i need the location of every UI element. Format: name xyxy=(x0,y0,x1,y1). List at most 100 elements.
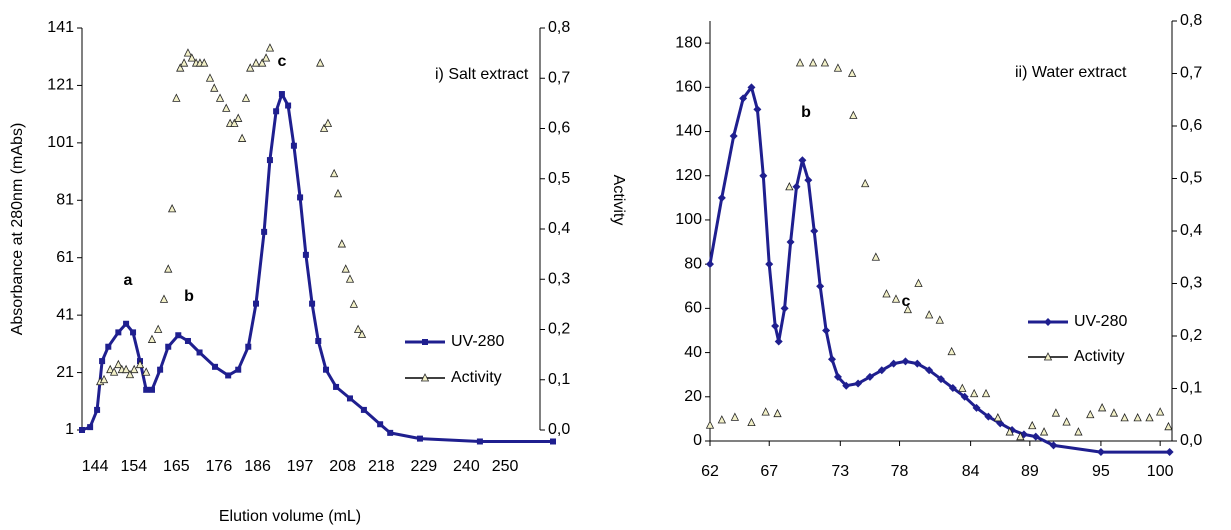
data-point xyxy=(99,358,106,365)
data-point xyxy=(1086,409,1095,419)
data-point xyxy=(948,383,957,392)
y-tick-label: 101 xyxy=(47,134,74,151)
data-point xyxy=(810,227,819,235)
data-point xyxy=(253,300,260,307)
data-point xyxy=(230,118,239,127)
data-point xyxy=(842,381,851,390)
data-point xyxy=(865,372,874,381)
y2-tick-label: 0,5 xyxy=(1180,170,1202,187)
data-point xyxy=(1049,441,1058,450)
data-point xyxy=(114,359,123,369)
data-point xyxy=(798,156,807,165)
data-point xyxy=(753,105,762,114)
y-tick-label: 120 xyxy=(675,167,702,184)
y-tick-label: 121 xyxy=(47,77,74,94)
data-point xyxy=(179,58,189,67)
data-point xyxy=(774,337,783,346)
data-point xyxy=(935,315,944,324)
data-point xyxy=(550,438,556,445)
data-point xyxy=(315,337,322,344)
legend-swatch xyxy=(420,373,430,382)
data-point xyxy=(816,282,825,291)
y-tick-label: 21 xyxy=(56,364,74,381)
data-point xyxy=(130,364,139,374)
annotation: a xyxy=(124,272,133,289)
y-tick-label: 0 xyxy=(693,432,702,449)
y2-tick-label: 0,2 xyxy=(548,321,570,338)
data-point xyxy=(121,364,131,374)
data-point xyxy=(205,73,215,82)
data-point xyxy=(795,58,805,67)
data-point xyxy=(786,238,795,247)
data-point xyxy=(176,63,185,72)
y-tick-label: 140 xyxy=(675,123,702,140)
data-point xyxy=(165,343,172,350)
annotation: b xyxy=(184,288,194,305)
data-point xyxy=(79,427,85,433)
y-tick-label: 40 xyxy=(684,344,702,361)
series-line xyxy=(708,85,1170,454)
data-point xyxy=(106,364,115,374)
x-tick-label: 197 xyxy=(287,458,314,475)
data-point xyxy=(297,194,304,201)
data-point xyxy=(1039,427,1049,436)
data-point xyxy=(958,383,967,392)
data-point xyxy=(947,346,956,356)
annotation: c xyxy=(278,53,287,70)
data-point xyxy=(316,58,325,67)
data-point xyxy=(773,408,782,418)
series-line xyxy=(81,92,553,443)
data-point xyxy=(972,403,981,412)
data-point xyxy=(901,357,910,366)
data-point xyxy=(730,412,740,421)
data-point xyxy=(1156,407,1165,416)
x-tick-label: 67 xyxy=(760,463,778,480)
data-point xyxy=(925,310,934,319)
y-tick-label: 61 xyxy=(56,249,74,266)
y2-tick-label: 0,1 xyxy=(1180,380,1202,397)
data-point xyxy=(251,58,261,67)
data-point xyxy=(246,63,255,72)
data-point xyxy=(237,133,247,142)
y2-tick-label: 0,0 xyxy=(1180,432,1202,449)
data-point xyxy=(1051,408,1061,417)
data-point xyxy=(87,424,94,431)
data-point xyxy=(1164,421,1173,431)
data-point xyxy=(1031,432,1040,441)
data-point xyxy=(341,264,350,273)
data-point xyxy=(993,413,1003,422)
data-point xyxy=(1109,408,1119,417)
data-point xyxy=(828,355,837,364)
data-point xyxy=(747,83,756,92)
y-tick-label: 20 xyxy=(684,388,702,405)
data-point xyxy=(159,294,169,303)
data-point xyxy=(785,182,794,191)
data-point xyxy=(167,204,177,213)
data-point xyxy=(302,251,309,258)
y-tick-label: 160 xyxy=(675,79,702,96)
y2-tick-label: 0,8 xyxy=(1180,12,1202,29)
data-point xyxy=(319,123,329,132)
data-point xyxy=(833,63,843,72)
data-point xyxy=(285,102,292,109)
data-point xyxy=(265,43,275,52)
annotation: i) Salt extract xyxy=(435,66,529,83)
data-point xyxy=(353,324,363,333)
data-point xyxy=(937,375,945,384)
data-point xyxy=(258,58,267,67)
data-point xyxy=(290,142,297,149)
x-tick-label: 100 xyxy=(1147,463,1174,480)
legend-label: Activity xyxy=(1074,348,1125,365)
data-point xyxy=(820,58,830,67)
data-point xyxy=(849,110,858,119)
data-point xyxy=(960,392,969,401)
data-point xyxy=(854,379,863,388)
y2-tick-label: 0,6 xyxy=(1180,117,1202,134)
data-point xyxy=(143,386,150,393)
y2-tick-label: 0,6 xyxy=(548,120,570,137)
data-point xyxy=(261,53,271,62)
data-point xyxy=(109,367,119,376)
y2-tick-label: 0,7 xyxy=(548,69,570,86)
y-tick-label: 100 xyxy=(675,211,702,228)
data-point xyxy=(125,369,135,379)
